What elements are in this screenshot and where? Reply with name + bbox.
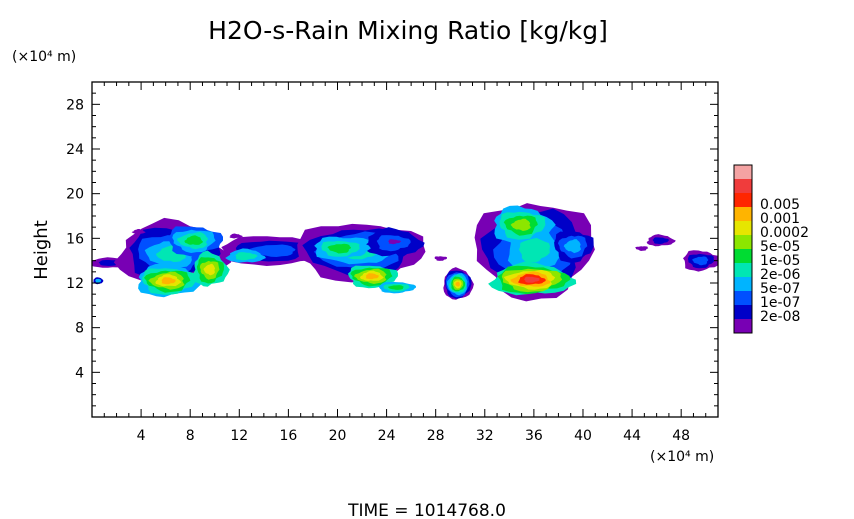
wisp-contour [434,256,448,261]
colorbar-swatch [734,249,752,263]
left-edge-streak-contour [95,278,102,283]
wisp-contour [229,233,243,239]
y-axis-unit: (×10⁴ m) [12,49,76,65]
colorbar-swatch [734,305,752,319]
colorbar-level-label: 5e-05 [760,239,800,255]
colorbar-level-label: 0.0002 [760,225,809,241]
wisp-contour [131,229,146,234]
x-tick-label: 48 [672,428,690,444]
x-tick-label: 8 [186,428,195,444]
cell-3-contour [455,281,460,287]
colorbar-swatch [734,291,752,305]
colorbar-swatch [734,319,752,333]
colorbar-level-label: 1e-07 [760,295,800,311]
anvil-band-contour [235,252,258,261]
x-tick-label: 16 [279,428,297,444]
chart-title: H2O-s-Rain Mixing Ratio [kg/kg] [208,16,608,45]
colorbar-swatch [734,207,752,221]
cell-1-contour [203,263,216,276]
cell-4-contour [563,239,581,254]
colorbar-swatch [734,193,752,207]
y-tick-label: 8 [75,321,84,337]
cell-4-contour [524,276,540,283]
colorbar-swatch [734,235,752,249]
x-tick-label: 4 [137,428,146,444]
colorbar-level-label: 0.001 [760,211,800,227]
fragment-1-contour [652,237,669,245]
x-tick-label: 36 [525,428,543,444]
colorbar-level-label: 0.005 [760,197,800,213]
x-axis-unit: (×10⁴ m) [650,449,714,465]
y-tick-label: 20 [66,187,84,203]
rain-field [92,203,718,302]
x-tick-label: 28 [427,428,445,444]
y-tick-label: 24 [66,142,84,158]
colorbar: 0.0050.0010.00025e-051e-052e-065e-071e-0… [733,164,809,334]
colorbar-swatch [734,263,752,277]
colorbar-level-label: 5e-07 [760,281,800,297]
y-axis-label: Height [31,220,52,280]
x-tick-label: 44 [623,428,641,444]
cell-1-contour [184,235,204,245]
colorbar-swatch [734,179,752,193]
cell-4-contour [518,237,550,263]
x-tick-labels: 4 8 12 16 20 24 28 32 36 40 44 48 [137,428,690,444]
x-tick-label: 40 [574,428,592,444]
x-tick-label: 32 [476,428,494,444]
x-tick-label: 20 [329,428,347,444]
y-tick-label: 12 [66,276,84,292]
fragment-2-contour [692,256,709,266]
colorbar-swatch [734,165,752,179]
colorbar-swatch [734,221,752,235]
cell-2-contour [388,285,404,290]
colorbar-frame [733,164,753,334]
y-tick-label: 4 [75,365,84,381]
cell-4-contour [510,218,531,231]
cell-2-contour [365,273,379,280]
axis-ticks [92,82,718,417]
time-stamp: TIME = 1014768.0 [347,501,506,519]
y-tick-label: 28 [66,97,84,113]
anvil-band-contour [249,244,296,257]
colorbar-level-label: 2e-08 [760,309,800,325]
colorbar-level-label: 1e-05 [760,253,800,269]
y-tick-labels: 4 8 12 16 20 24 28 [66,97,84,381]
y-tick-label: 16 [66,231,84,247]
wisp-contour [388,239,401,245]
wisp-contour [635,246,649,251]
cell-2-contour [327,243,351,254]
x-tick-label: 24 [378,428,396,444]
cell-1-contour [161,277,176,285]
colorbar-swatch [734,277,752,291]
colorbar-level-label: 2e-06 [760,267,800,283]
x-tick-label: 12 [230,428,248,444]
